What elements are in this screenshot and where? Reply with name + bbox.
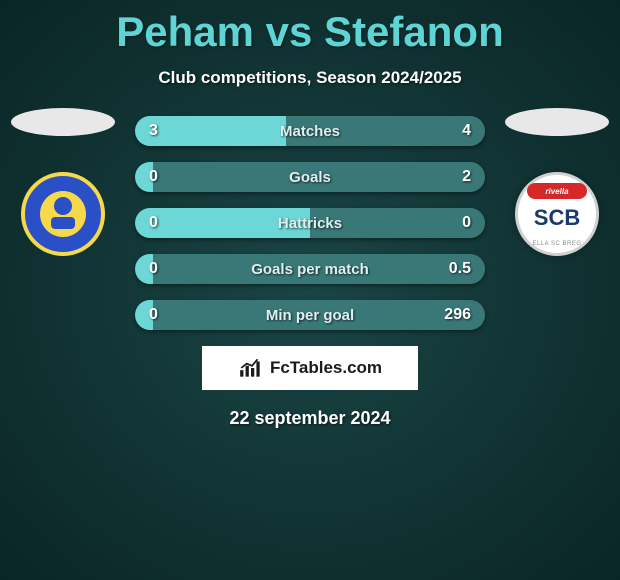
stat-row: 0 0 Hattricks: [135, 208, 485, 238]
brand-footer[interactable]: FcTables.com: [202, 346, 418, 390]
chart-icon: [238, 357, 264, 379]
subtitle: Club competitions, Season 2024/2025: [0, 68, 620, 88]
stat-row: 0 0.5 Goals per match: [135, 254, 485, 284]
stat-value-left: 0: [149, 260, 158, 278]
stat-label: Hattricks: [278, 215, 342, 232]
page-title: Peham vs Stefanon: [0, 0, 620, 56]
stat-value-left: 0: [149, 214, 158, 232]
stats-list: 3 4 Matches 0 2 Goals 0 0 Hattricks 0 0.5 Goals per…: [135, 116, 485, 330]
club-badge-right-text: SCB: [534, 205, 580, 231]
stat-value-right: 0.5: [449, 260, 471, 278]
club-badge-right-band: rivella: [527, 183, 587, 199]
brand-text: FcTables.com: [270, 358, 382, 378]
stat-value-left: 0: [149, 168, 158, 186]
stat-label: Goals per match: [251, 261, 369, 278]
stat-value-left: 0: [149, 306, 158, 324]
stat-row: 0 296 Min per goal: [135, 300, 485, 330]
player-left-column: [8, 108, 118, 256]
stat-row: 3 4 Matches: [135, 116, 485, 146]
stat-label: Min per goal: [266, 307, 354, 324]
player-left-avatar-placeholder: [11, 108, 115, 136]
player-right-column: rivella SCB ELLA SC BREG: [502, 108, 612, 256]
club-badge-right: rivella SCB ELLA SC BREG: [515, 172, 599, 256]
stat-value-right: 2: [462, 168, 471, 186]
comparison-panel: rivella SCB ELLA SC BREG 3 4 Matches 0 2 Goal…: [0, 116, 620, 429]
stat-label: Matches: [280, 123, 340, 140]
footer-date: 22 september 2024: [0, 408, 620, 429]
club-badge-left-inner: [40, 191, 86, 237]
stat-value-right: 4: [462, 122, 471, 140]
stat-row: 0 2 Goals: [135, 162, 485, 192]
club-badge-left: [21, 172, 105, 256]
stat-value-right: 296: [444, 306, 471, 324]
club-badge-right-ring: ELLA SC BREG: [532, 241, 581, 247]
stat-value-right: 0: [462, 214, 471, 232]
stat-value-left: 3: [149, 122, 158, 140]
stat-label: Goals: [289, 169, 331, 186]
player-right-avatar-placeholder: [505, 108, 609, 136]
